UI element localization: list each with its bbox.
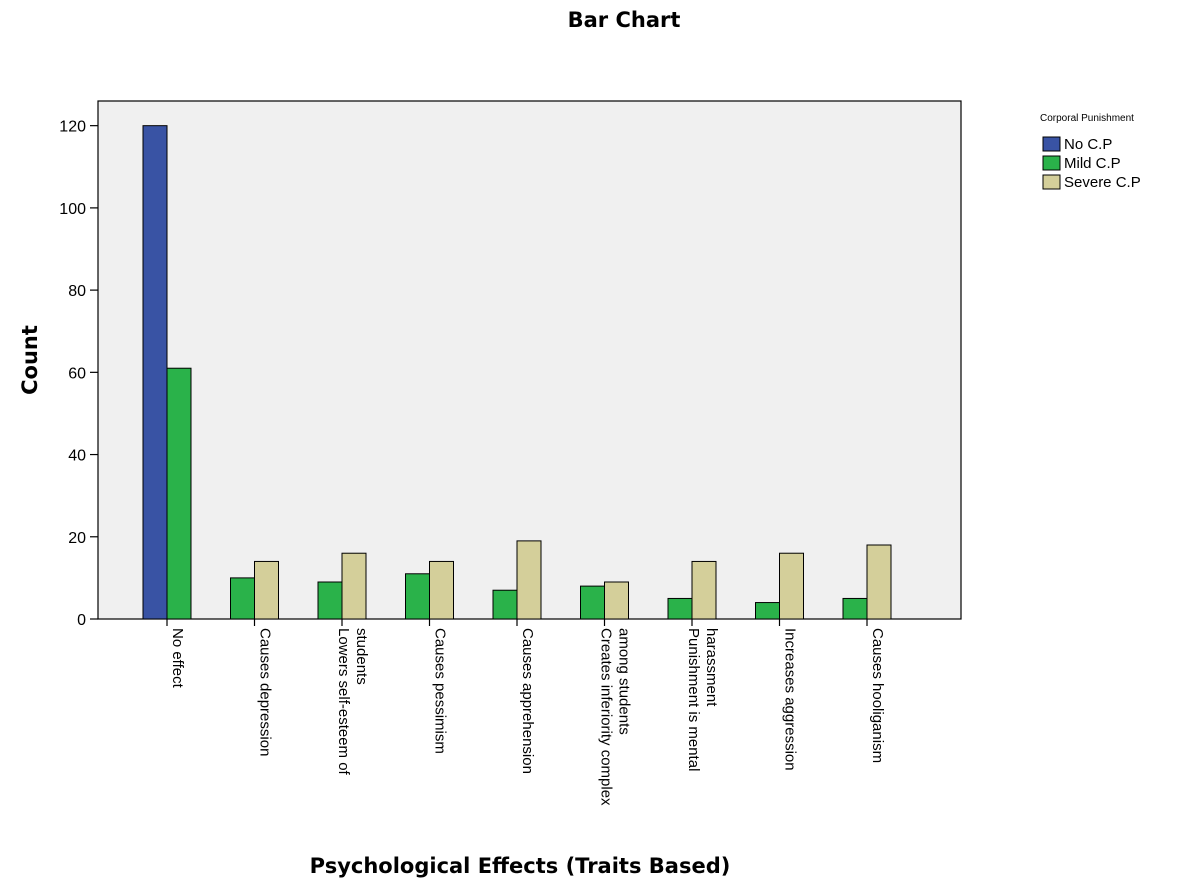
bar-mild-c-pcat-3 [406, 574, 430, 619]
y-axis: 0 20 40 60 80 100 120 [59, 119, 98, 629]
y-tick-label: 20 [68, 530, 86, 547]
legend-swatch [1043, 156, 1060, 170]
x-category-label: Punishment is mental [685, 628, 702, 771]
bar-mild-c-pcat-1 [231, 578, 255, 619]
bar-severe-c-pcat-2 [342, 553, 366, 619]
bar-mild-c-pcat-7 [756, 603, 780, 619]
y-tick-label: 120 [59, 119, 86, 136]
x-category-label: Causes depression [257, 628, 274, 756]
x-category-label: among students [616, 628, 633, 735]
legend-swatch [1043, 137, 1060, 151]
legend-swatch [1043, 175, 1060, 189]
bar-severe-c-pcat-1 [255, 561, 279, 619]
bar-severe-c-pcat-3 [430, 561, 454, 619]
bar-mild-c-pcat-4 [493, 590, 517, 619]
bar-mild-c-pcat-6 [668, 598, 692, 619]
bar-severe-c-pcat-5 [605, 582, 629, 619]
y-axis-title: Count [18, 325, 42, 395]
legend: Corporal Punishment No C.P Mild C.P Severe… [1040, 113, 1141, 191]
y-tick-label: 80 [68, 283, 86, 300]
legend-label: No C.P [1064, 136, 1112, 153]
x-category-label: Causes hooliganism [869, 628, 886, 763]
x-category-label: No effect [169, 628, 186, 689]
x-category-label: Increases aggression [782, 628, 799, 771]
x-axis-labels: No effect Causes depression Lowers self-es… [167, 619, 886, 806]
x-category-label: Lowers self-esteem of [335, 628, 352, 776]
x-category-label: students [353, 628, 370, 685]
bar-severe-c-pcat-7 [780, 553, 804, 619]
bar-severe-c-pcat-4 [517, 541, 541, 619]
x-category-label: Causes pessimism [432, 628, 449, 754]
bar-mild-c-pcat-0 [167, 368, 191, 619]
chart-title: Bar Chart [568, 8, 681, 32]
x-category-label: Creates inferiority complex [598, 628, 615, 806]
bar-no-c-pcat-0 [143, 126, 167, 619]
bar-mild-c-pcat-2 [318, 582, 342, 619]
legend-label: Mild C.P [1064, 155, 1121, 172]
y-tick-label: 60 [68, 365, 86, 382]
bar-mild-c-pcat-5 [581, 586, 605, 619]
x-category-label: Causes apprehension [519, 628, 536, 774]
x-category-label: harassment [703, 628, 720, 707]
bar-severe-c-pcat-8 [867, 545, 891, 619]
bar-mild-c-pcat-8 [843, 598, 867, 619]
legend-title: Corporal Punishment [1040, 113, 1134, 124]
y-tick-label: 100 [59, 201, 86, 218]
legend-label: Severe C.P [1064, 174, 1141, 191]
x-axis-title: Psychological Effects (Traits Based) [310, 854, 731, 878]
y-tick-label: 40 [68, 448, 86, 465]
y-tick-label: 0 [77, 612, 86, 629]
bar-severe-c-pcat-6 [692, 561, 716, 619]
